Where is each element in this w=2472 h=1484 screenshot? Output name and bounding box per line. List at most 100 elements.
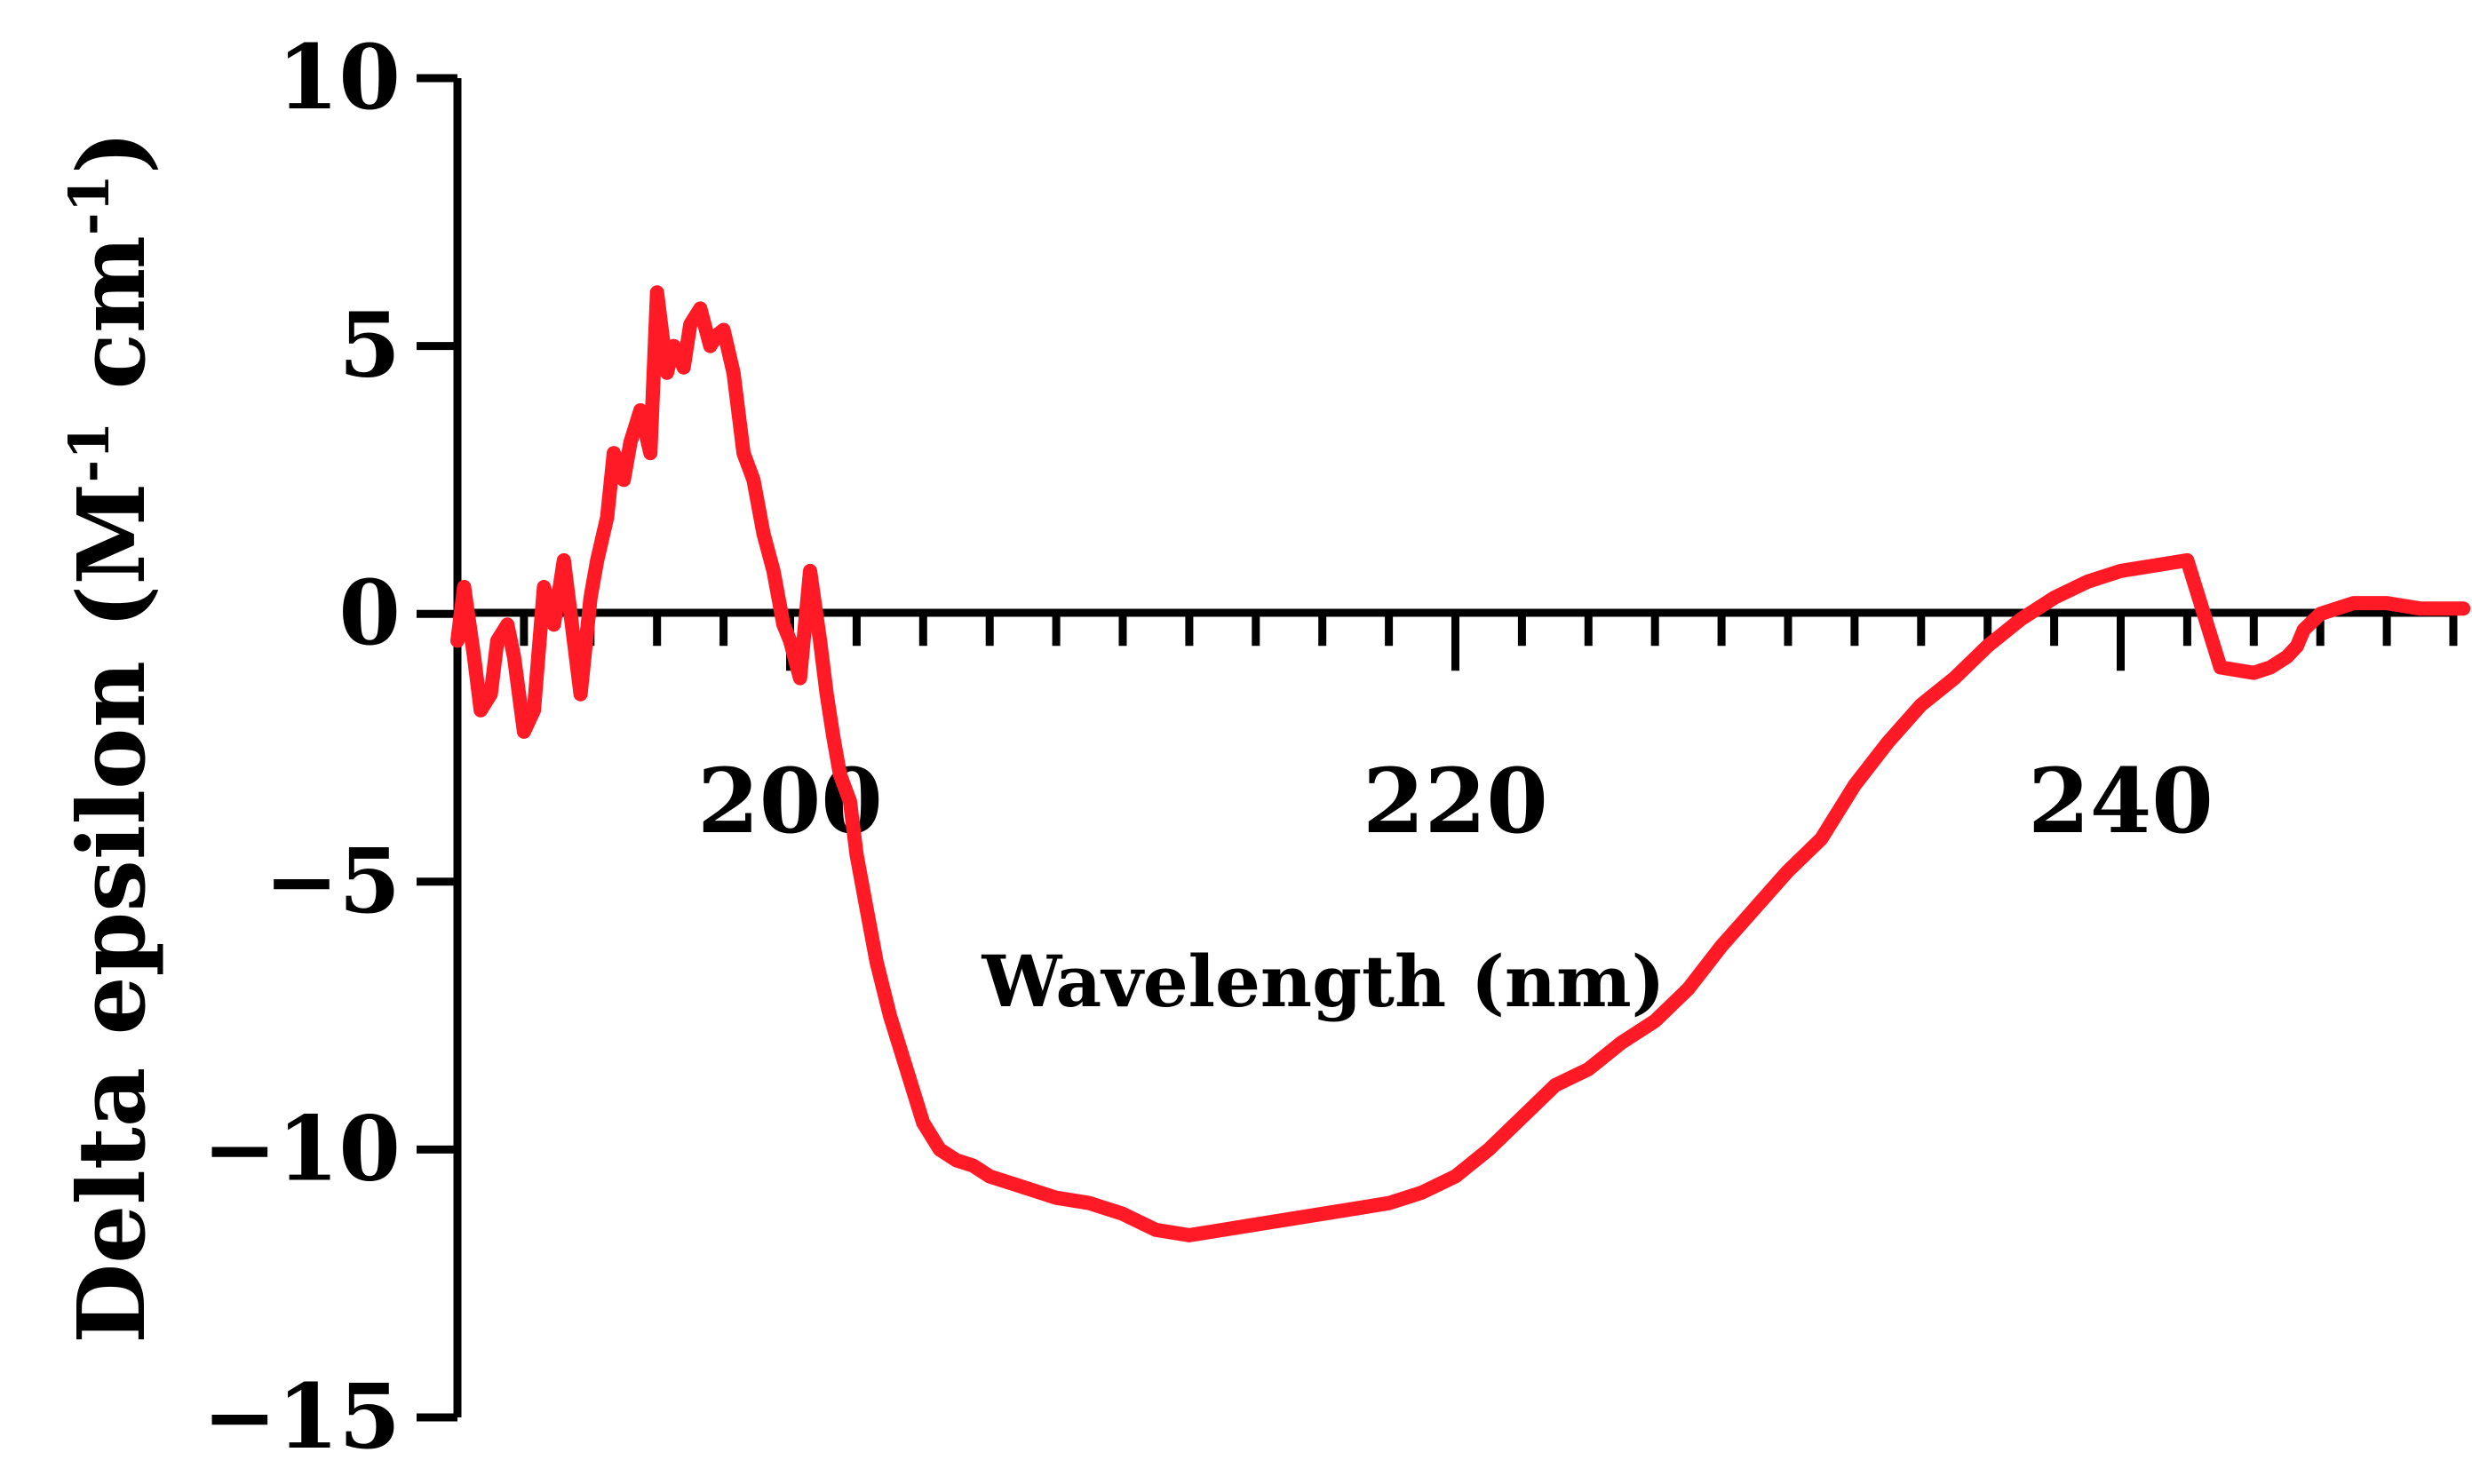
y-tick-label: 0 <box>338 560 401 665</box>
data-point <box>650 286 664 299</box>
y-axis-title-suffix: ) <box>57 131 166 174</box>
data-point <box>1848 779 1861 792</box>
x-axis-title: Wavelength (nm) <box>982 940 1665 1023</box>
data-point <box>1482 1143 1495 1156</box>
data-point <box>870 956 883 969</box>
data-point <box>1582 1062 1595 1075</box>
data-point <box>833 768 847 782</box>
data-point <box>1449 1170 1462 1183</box>
data-point <box>1515 1111 1529 1124</box>
y-axis-title-sup-1: -1 <box>57 422 122 483</box>
data-point <box>1050 1191 1063 1204</box>
y-axis: 10 5 0 −5 −10 −15 <box>203 25 462 1469</box>
data-point <box>2347 597 2360 610</box>
data-point <box>934 1143 947 1156</box>
y-axis-title-prefix: Delta epsilon (M <box>57 483 166 1344</box>
data-point <box>1981 639 1994 653</box>
data-point <box>2247 666 2261 679</box>
data-point <box>591 553 604 567</box>
data-point <box>1249 1218 1262 1231</box>
y-tick-label: −5 <box>265 829 401 933</box>
data-point <box>717 323 730 337</box>
data-point <box>2015 613 2028 626</box>
data-point <box>2297 623 2310 637</box>
data-point <box>1182 1228 1196 1242</box>
data-point <box>820 687 833 701</box>
data-point <box>474 703 488 717</box>
data-point <box>517 725 530 738</box>
data-point <box>568 634 581 647</box>
data-point <box>624 436 637 449</box>
data-point <box>1615 1036 1628 1049</box>
data-point <box>557 553 570 567</box>
data-point <box>2314 607 2327 621</box>
data-point <box>547 618 560 631</box>
x-tick-label: 220 <box>1363 749 1548 853</box>
data-point <box>608 447 621 460</box>
y-axis-title-sup-2: -1 <box>57 174 122 235</box>
data-point <box>501 618 514 631</box>
data-point <box>1349 1202 1363 1215</box>
data-point <box>677 361 690 374</box>
data-point <box>850 848 863 861</box>
data-point <box>999 1175 1013 1188</box>
data-point <box>1681 982 1695 996</box>
data-point <box>2280 650 2293 663</box>
data-point <box>660 366 673 379</box>
series-line-cd-spectrum <box>450 285 2471 1242</box>
data-point <box>803 564 816 577</box>
data-point <box>1283 1212 1296 1226</box>
x-axis: 200 220 240 <box>457 608 2458 853</box>
data-point <box>783 634 797 647</box>
data-point <box>617 473 631 487</box>
y-axis-title-middle: cm <box>57 235 166 422</box>
data-point <box>2181 553 2194 567</box>
y-axis-title: Delta epsilon (M-1 cm-1) <box>57 131 166 1344</box>
data-point <box>747 473 760 487</box>
data-point <box>2114 564 2127 577</box>
data-point <box>2047 591 2061 605</box>
data-point <box>793 671 807 685</box>
data-point <box>917 1116 930 1130</box>
data-point <box>584 591 597 605</box>
data-point <box>777 618 791 631</box>
y-tick-label: −15 <box>203 1364 401 1469</box>
data-point <box>1117 1207 1129 1220</box>
data-point <box>1881 735 1895 749</box>
data-point <box>1149 1223 1163 1236</box>
data-point <box>983 1170 997 1183</box>
data-point <box>1782 864 1794 877</box>
data-point <box>467 650 481 663</box>
data-point <box>537 581 551 594</box>
data-point <box>2290 639 2303 653</box>
data-point <box>1914 698 1928 711</box>
data-point <box>507 650 521 663</box>
data-point <box>827 730 840 743</box>
data-point <box>950 1154 963 1167</box>
data-point <box>1649 1014 1662 1028</box>
data-point <box>2214 661 2227 674</box>
data-point <box>900 1062 913 1075</box>
data-point <box>484 687 497 701</box>
data-point <box>860 901 873 915</box>
data-point <box>528 703 541 717</box>
y-tick-label: 5 <box>338 293 401 398</box>
data-point <box>667 339 680 353</box>
data-point <box>2147 559 2160 572</box>
data-point <box>883 1009 896 1022</box>
data-point <box>1016 1180 1029 1194</box>
data-point <box>633 403 647 417</box>
data-point <box>1315 1207 1329 1220</box>
data-point <box>843 795 856 808</box>
x-tick-label: 240 <box>2028 749 2214 853</box>
data-point <box>757 527 770 540</box>
data-point <box>1748 901 1761 915</box>
y-tick-label: −10 <box>203 1096 401 1201</box>
data-point <box>684 318 697 331</box>
data-point <box>1548 1079 1562 1092</box>
data-point <box>966 1159 980 1172</box>
data-point <box>1382 1196 1395 1210</box>
data-point <box>1033 1186 1046 1199</box>
data-point <box>2264 661 2277 674</box>
